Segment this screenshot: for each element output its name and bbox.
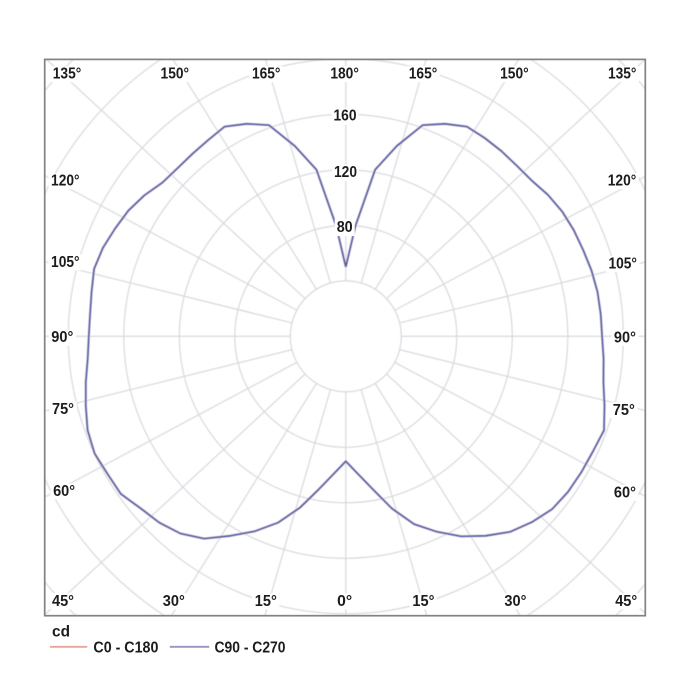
svg-text:120°: 120°	[51, 173, 80, 190]
svg-text:75°: 75°	[52, 401, 74, 418]
svg-text:15°: 15°	[255, 593, 277, 610]
svg-text:60°: 60°	[614, 485, 636, 502]
svg-text:165°: 165°	[252, 66, 281, 83]
svg-text:90°: 90°	[51, 329, 73, 346]
svg-text:0°: 0°	[337, 593, 352, 610]
svg-text:120°: 120°	[608, 173, 637, 190]
svg-text:30°: 30°	[163, 593, 185, 610]
svg-text:cd: cd	[52, 623, 70, 640]
svg-text:105°: 105°	[608, 256, 637, 273]
svg-text:75°: 75°	[613, 402, 635, 419]
svg-text:165°: 165°	[409, 66, 438, 83]
svg-text:C90 - C270: C90 - C270	[215, 640, 286, 657]
svg-text:150°: 150°	[161, 66, 190, 83]
svg-text:80: 80	[337, 219, 353, 236]
svg-text:105°: 105°	[51, 254, 80, 271]
svg-text:30°: 30°	[504, 593, 526, 610]
svg-text:160: 160	[334, 108, 357, 125]
svg-text:15°: 15°	[412, 593, 434, 610]
svg-text:45°: 45°	[615, 593, 637, 610]
svg-text:120: 120	[334, 164, 357, 181]
svg-text:45°: 45°	[52, 593, 74, 610]
svg-text:150°: 150°	[500, 66, 529, 83]
svg-text:60°: 60°	[53, 483, 75, 500]
svg-text:135°: 135°	[53, 66, 82, 83]
svg-text:180°: 180°	[330, 66, 359, 83]
svg-text:C0 - C180: C0 - C180	[93, 640, 158, 657]
svg-text:135°: 135°	[608, 66, 637, 83]
svg-text:90°: 90°	[614, 329, 636, 346]
